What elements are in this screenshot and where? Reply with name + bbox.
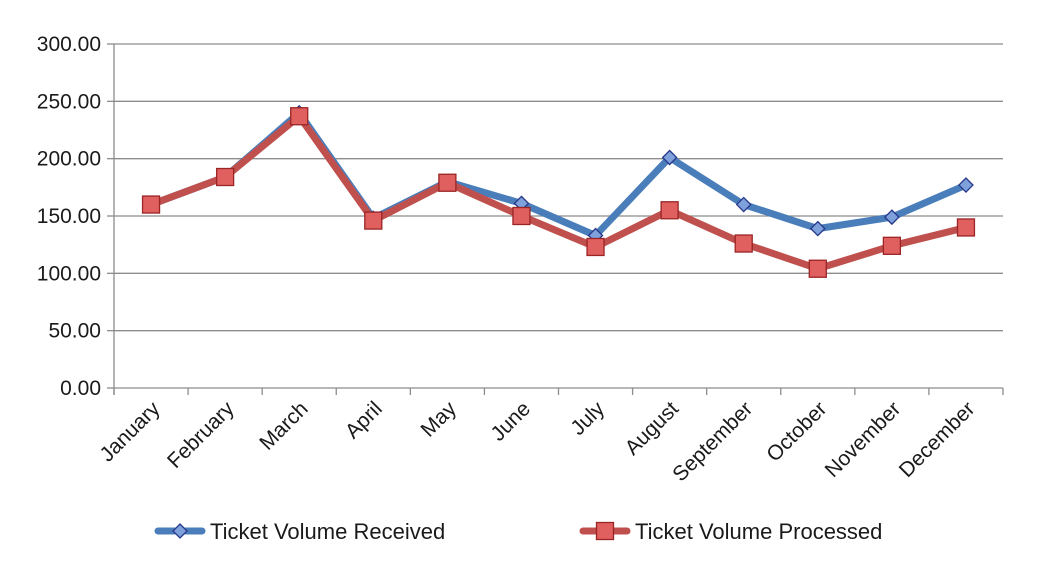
y-tick-label: 150.00 — [37, 205, 101, 228]
series-group — [141, 104, 976, 278]
data-point — [734, 234, 753, 253]
x-tick-label: April — [341, 397, 387, 443]
series-line — [147, 112, 970, 273]
gridlines — [114, 43, 1003, 332]
data-point — [215, 167, 235, 187]
diamond-icon — [172, 523, 188, 539]
y-tick-label: 250.00 — [37, 90, 101, 113]
data-point — [661, 149, 678, 166]
data-point — [438, 173, 457, 192]
x-tick-label: August — [621, 397, 684, 460]
x-tick-label: May — [417, 397, 462, 442]
square-icon — [595, 521, 615, 541]
legend: Ticket Volume Received Ticket Volume Proc… — [154, 519, 882, 544]
x-tick-label: July — [566, 397, 609, 440]
y-tick-label: 200.00 — [37, 148, 101, 171]
data-point — [735, 196, 752, 213]
data-point — [882, 236, 902, 255]
data-point — [364, 211, 383, 230]
series-processed — [141, 107, 976, 278]
y-tick-label: 0.00 — [60, 377, 101, 400]
data-point — [660, 201, 679, 220]
data-point — [956, 218, 976, 237]
series-line — [147, 109, 970, 239]
x-tick-label: June — [487, 397, 535, 445]
y-tick-label: 50.00 — [48, 320, 101, 343]
data-point — [808, 259, 827, 278]
series-received — [143, 104, 974, 244]
x-tick-label: October — [762, 397, 831, 466]
x-tick-label: January — [95, 397, 164, 466]
x-tick-label: December — [895, 397, 980, 482]
x-tick-label: November — [821, 397, 906, 482]
y-tick-label: 300.00 — [37, 33, 101, 56]
data-point — [512, 206, 531, 226]
legend-item-processed: Ticket Volume Processed — [579, 519, 882, 544]
legend-item-received: Ticket Volume Received — [154, 519, 445, 544]
legend-label: Ticket Volume Processed — [635, 519, 882, 544]
x-tick-label: February — [163, 397, 239, 473]
data-point — [883, 209, 900, 226]
x-tick-label: March — [255, 397, 313, 455]
data-point — [809, 220, 826, 237]
x-tick-label: September — [668, 397, 757, 486]
y-tick-label: 100.00 — [37, 262, 101, 285]
data-point — [958, 177, 974, 193]
data-point — [586, 237, 605, 257]
y-axis: 0.00 50.00 100.00 150.00 200.00 250.00 300.00 — [37, 33, 115, 400]
data-point — [141, 195, 161, 214]
legend-label: Ticket Volume Received — [210, 519, 445, 544]
data-point — [290, 107, 309, 126]
